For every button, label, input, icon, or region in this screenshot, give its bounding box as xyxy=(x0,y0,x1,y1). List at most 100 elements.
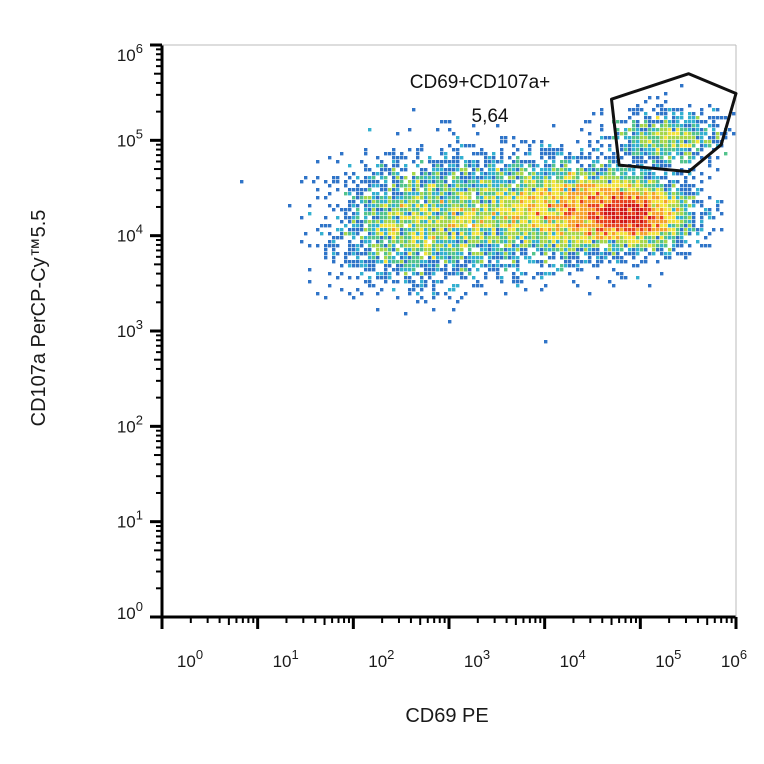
density-point-1148 xyxy=(464,172,468,176)
density-point-2353 xyxy=(392,192,396,196)
density-point-824 xyxy=(540,212,544,216)
density-point-561 xyxy=(520,236,524,240)
density-point-1539 xyxy=(368,276,372,280)
density-point-2395 xyxy=(332,176,336,180)
density-point-1054 xyxy=(616,272,620,276)
density-point-1206 xyxy=(484,228,488,232)
density-point-2351 xyxy=(408,240,412,244)
density-point-1514 xyxy=(404,196,408,200)
density-point-503 xyxy=(616,184,620,188)
density-point-2013 xyxy=(368,180,372,184)
density-point-1671 xyxy=(424,244,428,248)
density-point-738 xyxy=(492,224,496,228)
density-point-295 xyxy=(608,228,612,232)
density-point-2396 xyxy=(336,276,340,280)
density-point-1076 xyxy=(596,168,600,172)
density-point-2390 xyxy=(352,212,356,216)
density-point-2636 xyxy=(620,120,624,124)
density-point-1718 xyxy=(400,200,404,204)
x-axis-title: CD69 PE xyxy=(405,705,488,727)
density-point-2549 xyxy=(716,140,720,144)
density-point-126 xyxy=(592,192,596,196)
density-point-841 xyxy=(576,196,580,200)
density-point-53 xyxy=(656,192,660,196)
density-point-2470 xyxy=(688,116,692,120)
density-point-1150 xyxy=(540,260,544,264)
density-point-321 xyxy=(676,188,680,192)
density-point-803 xyxy=(520,212,524,216)
density-point-292 xyxy=(676,192,680,196)
density-point-2659 xyxy=(668,152,672,156)
density-point-1096 xyxy=(488,164,492,168)
density-point-421 xyxy=(688,232,692,236)
density-point-280 xyxy=(588,204,592,208)
density-point-1540 xyxy=(520,176,524,180)
density-point-966 xyxy=(512,172,516,176)
density-point-2210 xyxy=(428,252,432,256)
density-point-1442 xyxy=(464,236,468,240)
density-point-491 xyxy=(700,228,704,232)
density-point-1985 xyxy=(396,252,400,256)
density-point-2585 xyxy=(656,128,660,132)
density-point-2468 xyxy=(636,148,640,152)
density-point-1610 xyxy=(696,200,700,204)
density-point-1885 xyxy=(540,140,544,144)
density-point-801 xyxy=(540,208,544,212)
density-point-485 xyxy=(588,240,592,244)
density-point-1621 xyxy=(464,160,468,164)
density-point-2150 xyxy=(344,216,348,220)
density-point-428 xyxy=(608,248,612,252)
density-point-1591 xyxy=(452,192,456,196)
density-point-2697 xyxy=(632,108,636,112)
density-point-2256 xyxy=(360,292,364,296)
density-point-463 xyxy=(660,252,664,256)
density-point-435 xyxy=(572,196,576,200)
density-point-228 xyxy=(620,244,624,248)
density-point-1018 xyxy=(512,224,516,228)
density-point-101 xyxy=(592,196,596,200)
density-point-2521 xyxy=(656,112,660,116)
density-point-547 xyxy=(588,172,592,176)
density-point-460 xyxy=(708,196,712,200)
density-point-1130 xyxy=(500,232,504,236)
density-point-2454 xyxy=(660,108,664,112)
density-point-2438 xyxy=(664,144,668,148)
density-point-1694 xyxy=(448,244,452,248)
density-point-1882 xyxy=(548,264,552,268)
density-point-1289 xyxy=(452,252,456,256)
density-point-2244 xyxy=(316,244,320,248)
density-point-928 xyxy=(532,192,536,196)
density-point-658 xyxy=(520,216,524,220)
density-point-977 xyxy=(548,236,552,240)
density-point-1544 xyxy=(572,188,576,192)
density-point-757 xyxy=(560,248,564,252)
density-point-530 xyxy=(652,172,656,176)
density-point-1455 xyxy=(460,232,464,236)
density-point-1820 xyxy=(448,220,452,224)
density-point-2180 xyxy=(388,168,392,172)
density-point-1597 xyxy=(440,256,444,260)
density-point-2207 xyxy=(424,184,428,188)
density-point-2105 xyxy=(416,164,420,168)
density-point-2702 xyxy=(588,120,592,124)
density-point-1011 xyxy=(680,184,684,188)
density-point-93 xyxy=(664,204,668,208)
density-point-1810 xyxy=(372,184,376,188)
density-point-437 xyxy=(720,228,724,232)
density-point-1494 xyxy=(436,172,440,176)
density-point-167 xyxy=(668,232,672,236)
density-point-1203 xyxy=(436,244,440,248)
density-point-2121 xyxy=(392,204,396,208)
density-point-2356 xyxy=(328,232,332,236)
density-point-171 xyxy=(628,216,632,220)
density-point-441 xyxy=(656,240,660,244)
density-point-19 xyxy=(588,224,592,228)
density-point-2434 xyxy=(724,116,728,120)
density-point-315 xyxy=(644,184,648,188)
density-point-2045 xyxy=(396,260,400,264)
density-point-2158 xyxy=(400,232,404,236)
density-point-2407 xyxy=(384,276,388,280)
density-point-1059 xyxy=(596,156,600,160)
density-point-75 xyxy=(612,200,616,204)
density-point-2504 xyxy=(636,156,640,160)
